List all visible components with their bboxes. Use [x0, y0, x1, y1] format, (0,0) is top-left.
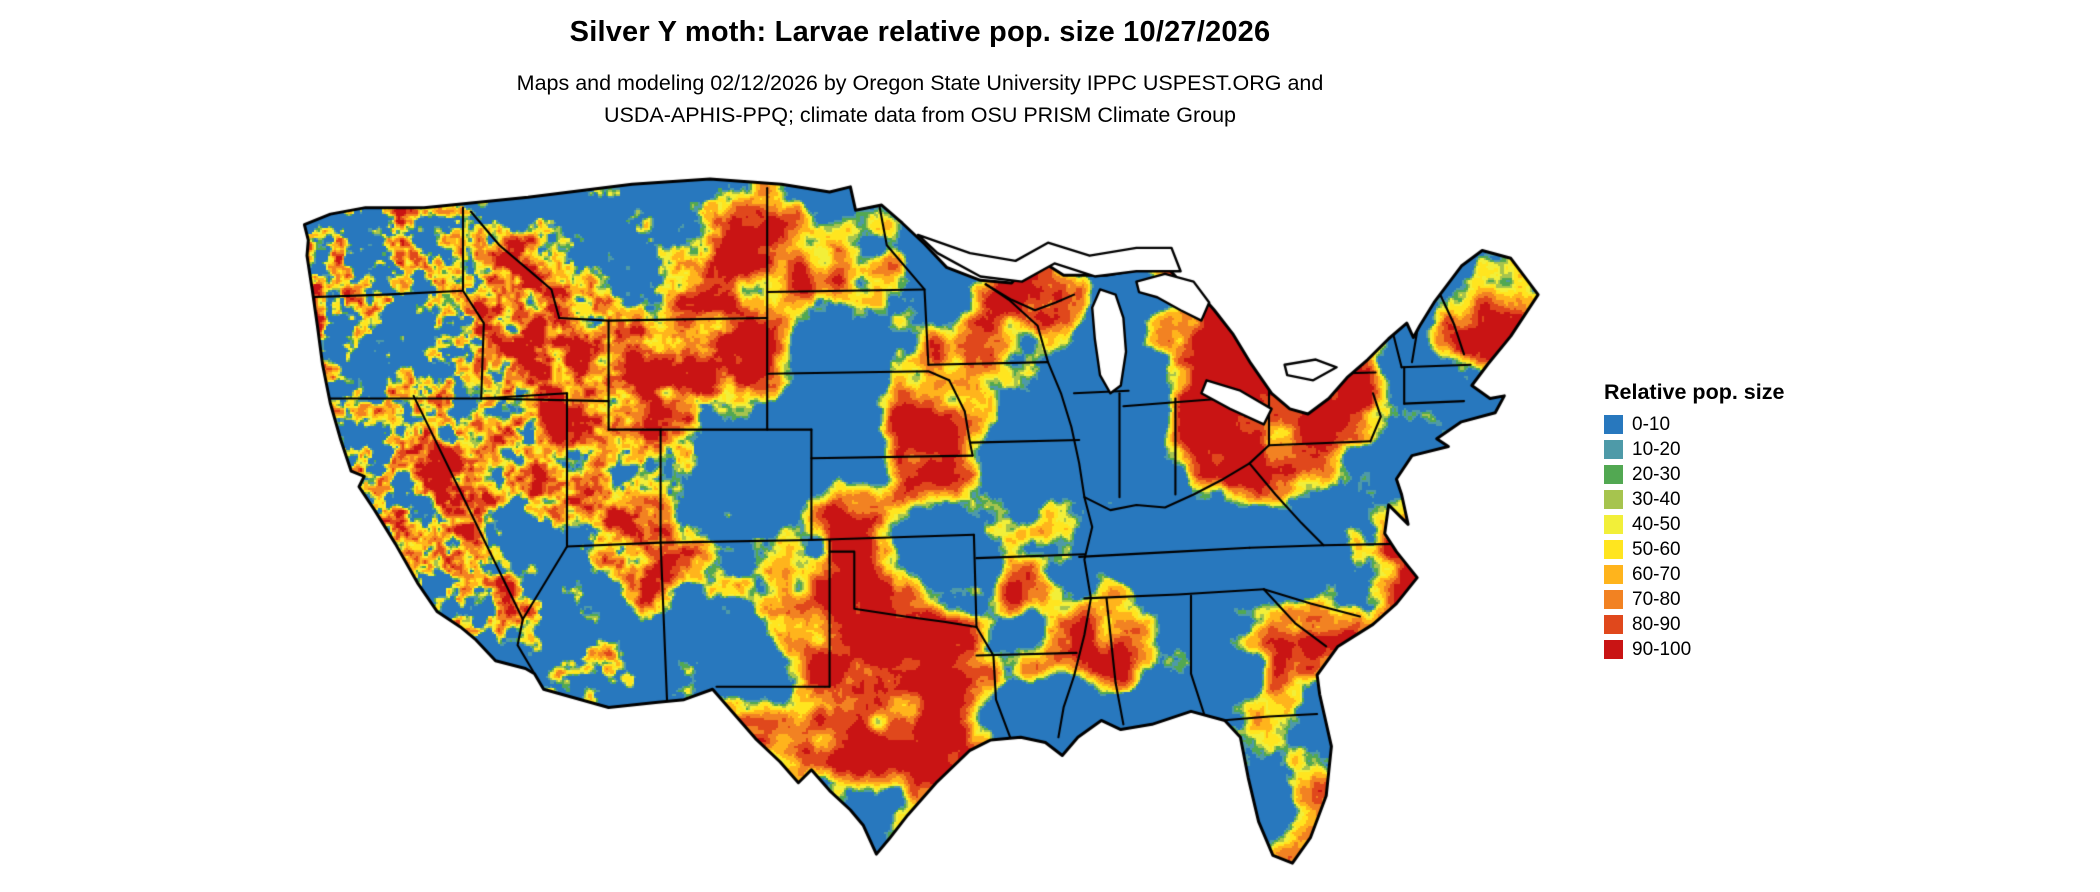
legend-title: Relative pop. size [1604, 380, 1785, 404]
legend-item-label: 80-90 [1632, 614, 1681, 635]
legend-item: 80-90 [1604, 615, 1784, 634]
us-map-canvas [268, 170, 1568, 884]
legend-item-label: 30-40 [1632, 489, 1681, 510]
legend-swatch [1604, 515, 1623, 534]
legend-item-label: 40-50 [1632, 514, 1681, 535]
legend-item-label: 60-70 [1632, 564, 1681, 585]
legend-swatch [1604, 465, 1623, 484]
legend-items: 0-10 10-20 20-30 30-40 40-50 50-60 60-70 70-80 8… [1604, 415, 1784, 659]
legend-swatch [1604, 640, 1623, 659]
legend-item: 70-80 [1604, 590, 1784, 609]
legend-swatch [1604, 590, 1623, 609]
legend-item: 10-20 [1604, 440, 1784, 459]
legend-item-label: 0-10 [1632, 414, 1671, 435]
legend-swatch [1604, 615, 1623, 634]
legend: Relative pop. size 0-10 10-20 20-30 30-40 40… [1604, 380, 1784, 665]
legend-item: 90-100 [1604, 640, 1784, 659]
subtitle-line-1: Maps and modeling 02/12/2026 by Oregon S… [516, 71, 1324, 95]
legend-item-label: 70-80 [1632, 589, 1681, 610]
legend-swatch [1604, 490, 1623, 509]
subtitle-line-2: USDA-APHIS-PPQ; climate data from OSU PR… [603, 103, 1237, 128]
legend-item-label: 20-30 [1632, 464, 1681, 485]
legend-item: 20-30 [1604, 465, 1784, 484]
map-region [268, 170, 1568, 884]
legend-swatch [1604, 565, 1623, 584]
legend-swatch [1604, 540, 1623, 559]
legend-item: 60-70 [1604, 565, 1784, 584]
legend-item: 50-60 [1604, 540, 1784, 559]
legend-swatch [1604, 415, 1623, 434]
legend-item-label: 50-60 [1632, 539, 1681, 560]
legend-item: 0-10 [1604, 415, 1784, 434]
map-subtitle: Maps and modeling 02/12/2026 by Oregon S… [0, 67, 1840, 132]
legend-swatch [1604, 440, 1623, 459]
legend-item: 30-40 [1604, 490, 1784, 509]
page-title: Silver Y moth: Larvae relative pop. size… [569, 16, 1271, 48]
legend-item-label: 90-100 [1632, 639, 1692, 660]
legend-item-label: 10-20 [1632, 439, 1681, 460]
map-header: Silver Y moth: Larvae relative pop. size… [0, 16, 1840, 132]
legend-item: 40-50 [1604, 515, 1784, 534]
